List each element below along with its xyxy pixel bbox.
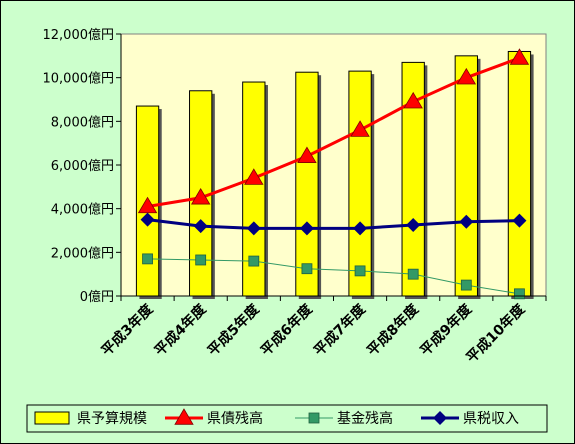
- data-point: [460, 279, 472, 291]
- legend-label: 県債残高: [207, 410, 263, 427]
- data-point: [195, 254, 207, 266]
- data-point: [407, 268, 419, 280]
- series-line: [147, 56, 520, 208]
- x-tick-label: 平成7年度: [310, 300, 369, 359]
- y-tick-label: 0億円: [80, 289, 114, 305]
- bar: [507, 50, 532, 297]
- y-tick-label: 6,000億円: [51, 158, 114, 174]
- legend-marker: [308, 412, 320, 424]
- data-point: [299, 221, 314, 236]
- data-point: [246, 221, 261, 236]
- data-point: [244, 168, 264, 185]
- bar: [348, 70, 372, 297]
- legend-box: [26, 404, 548, 433]
- data-point: [190, 187, 211, 205]
- y-tick-label: 8,000億円: [51, 114, 114, 130]
- data-point: [354, 265, 366, 277]
- x-tick-label: 平成3年度: [98, 300, 157, 359]
- x-tick-label: 平成10年度: [463, 300, 529, 366]
- bar: [454, 55, 478, 297]
- data-point: [459, 214, 474, 229]
- data-point: [403, 91, 423, 109]
- y-tick-label: 4,000億円: [51, 202, 114, 218]
- data-point: [297, 146, 317, 163]
- data-point: [301, 263, 313, 275]
- x-axis: 平成3年度平成4年度平成5年度平成6年度平成7年度平成8年度平成9年度平成10年…: [98, 295, 547, 366]
- legend-marker: [174, 408, 194, 425]
- legend: 県予算規模 県債残高 基金残高 県税収入: [26, 404, 548, 433]
- data-point: [353, 221, 368, 236]
- data-point: [509, 48, 530, 65]
- legend-marker: [433, 411, 447, 425]
- data-point: [512, 213, 527, 228]
- data-point: [193, 219, 208, 234]
- y-tick-label: 12,000億円: [43, 27, 115, 43]
- data-point: [456, 67, 477, 85]
- x-tick-label: 平成5年度: [204, 300, 263, 359]
- x-tick-label: 平成6年度: [257, 300, 316, 359]
- y-tick-label: 10,000億円: [43, 71, 115, 87]
- x-tick-label: 平成4年度: [151, 300, 210, 359]
- data-point: [406, 218, 421, 233]
- data-point: [248, 255, 260, 267]
- legend-label: 県税収入: [463, 411, 519, 427]
- series-line: [147, 258, 520, 295]
- legend-label: 基金残高: [337, 410, 393, 427]
- x-tick-label: 平成8年度: [364, 300, 423, 359]
- bar: [295, 71, 319, 297]
- legend-swatch: [34, 411, 70, 425]
- data-point: [142, 253, 153, 265]
- data-point: [514, 288, 525, 300]
- y-tick-label: 2,000億円: [51, 245, 114, 261]
- series-line: [147, 218, 520, 230]
- data-point: [350, 120, 370, 137]
- line-series: [137, 48, 530, 300]
- legend-label: 県予算規模: [77, 411, 147, 427]
- y-axis: 0億円 2,000億円 4,000億円 6,000億円 8,000億円 10,000億円 1…: [43, 27, 122, 305]
- data-point: [140, 212, 155, 227]
